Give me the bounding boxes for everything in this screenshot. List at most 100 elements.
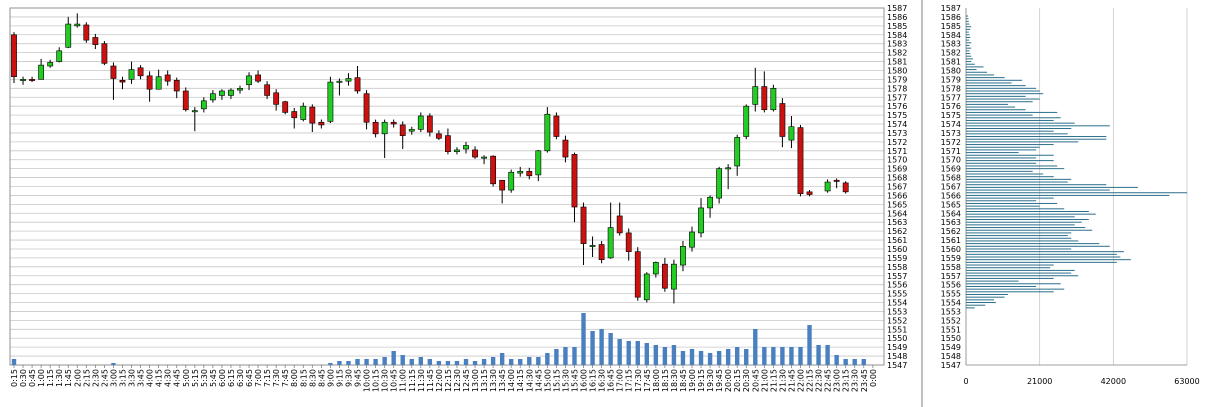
- time-tick-label: 0:15: [10, 369, 19, 387]
- time-tick-label: 21:45: [787, 369, 796, 392]
- candle-body: [580, 206, 587, 244]
- profile-bar: [966, 90, 1040, 92]
- profile-price-tick-label: 1576: [941, 102, 961, 111]
- candle-body: [11, 34, 17, 78]
- price-tick-label: 1558: [887, 263, 907, 272]
- volume-bar: [499, 353, 505, 365]
- volume-bar: [454, 361, 460, 365]
- profile-bar: [966, 275, 1079, 277]
- price-tick-label: 1571: [887, 147, 907, 156]
- profile-bar: [966, 269, 1075, 271]
- candle-body: [155, 76, 162, 90]
- time-tick-label: 12:15: [444, 369, 453, 392]
- time-tick-label: 23:15: [842, 369, 851, 392]
- time-tick-label: 8:30: [308, 369, 317, 387]
- volume-bar: [698, 351, 704, 365]
- profile-price-tick-label: 1585: [941, 22, 961, 31]
- profile-bar: [966, 87, 1037, 89]
- time-tick-label: 20:30: [742, 369, 751, 392]
- profile-price-tick-label: 1580: [941, 66, 961, 75]
- volume-bar: [689, 349, 695, 365]
- candle-body: [824, 181, 831, 192]
- time-tick-label: 17:30: [634, 369, 643, 392]
- time-axis: 0:15 0:30 0:45 1:00 1:15 1:30 1:45 2:00 2:15 2:30…: [10, 365, 878, 392]
- profile-bar: [966, 251, 1124, 253]
- profile-bar: [966, 173, 1044, 175]
- volume-bar: [527, 357, 532, 365]
- candle-body: [562, 139, 569, 158]
- profile-bar: [966, 20, 969, 22]
- time-tick-label: 21:30: [778, 369, 787, 392]
- time-tick-label: 11:00: [399, 369, 408, 392]
- time-tick-label: 1:30: [55, 369, 64, 387]
- time-tick-label: 17:45: [643, 369, 652, 392]
- profile-bar: [966, 101, 1033, 103]
- profile-bar: [966, 111, 1058, 113]
- profile-bar: [966, 267, 1051, 269]
- time-tick-label: 19:15: [697, 369, 706, 392]
- profile-price-tick-label: 1564: [941, 209, 961, 218]
- profile-bar: [966, 50, 970, 52]
- candle-body: [445, 135, 451, 152]
- candle-body: [119, 79, 126, 83]
- time-tick-label: 15:30: [561, 369, 570, 392]
- time-tick-label: 22:30: [815, 369, 824, 392]
- candle-body: [490, 155, 497, 185]
- time-tick-label: 22:15: [806, 369, 815, 392]
- time-tick-label: 23:30: [851, 369, 860, 392]
- profile-x-tick-label: 63000: [1174, 377, 1199, 386]
- time-tick-label: 0:30: [19, 369, 28, 387]
- candle-body: [92, 37, 99, 45]
- price-tick-label: 1567: [887, 183, 907, 192]
- profile-bar: [966, 307, 975, 309]
- volume-bar: [798, 347, 803, 365]
- profile-bar: [966, 136, 1107, 138]
- candle-body: [770, 88, 777, 111]
- volume-bar: [400, 355, 405, 365]
- volume-bar: [608, 333, 613, 365]
- profile-bar: [966, 69, 977, 71]
- volume-bar: [572, 347, 577, 365]
- volume-bar: [644, 343, 649, 365]
- profile-price-tick-label: 1559: [941, 254, 961, 263]
- profile-bar: [966, 44, 970, 46]
- profile-price-tick-label: 1581: [941, 58, 961, 67]
- profile-price-tick-label: 1584: [941, 31, 961, 40]
- candle-body: [589, 245, 596, 247]
- candle-body: [164, 74, 171, 82]
- profile-bar: [966, 114, 1033, 116]
- volume-bar: [581, 313, 586, 365]
- profile-bar: [966, 189, 1110, 191]
- profile-bar: [966, 85, 1026, 87]
- profile-bar: [966, 66, 984, 68]
- volume-bar: [563, 347, 568, 365]
- price-tick-label: 1557: [887, 272, 907, 281]
- price-tick-label: 1548: [887, 352, 907, 361]
- profile-bar: [966, 293, 1009, 295]
- candle-body: [544, 113, 551, 152]
- volume-bar: [816, 345, 821, 365]
- time-tick-label: 22:00: [796, 369, 805, 392]
- candle-body: [327, 81, 334, 122]
- time-tick-label: 17:00: [616, 369, 625, 392]
- profile-bar: [966, 248, 1072, 250]
- price-tick-label: 1553: [887, 307, 907, 316]
- candle-body: [716, 168, 723, 199]
- candle-body: [743, 105, 750, 137]
- volume-bar: [445, 361, 451, 365]
- profile-bar: [966, 127, 1072, 129]
- price-tick-label: 1585: [887, 22, 907, 31]
- profile-bar: [966, 93, 1044, 95]
- candle-body: [707, 196, 713, 209]
- candle-body: [146, 75, 153, 90]
- candle-body: [752, 86, 759, 105]
- candle-body: [417, 115, 424, 130]
- volume-bar: [599, 329, 604, 365]
- time-tick-label: 16:00: [580, 369, 589, 392]
- candle-body: [354, 77, 361, 92]
- time-tick-label: 16:30: [598, 369, 607, 392]
- candle-body: [616, 215, 623, 234]
- time-tick-label: 4:30: [164, 369, 173, 387]
- profile-price-tick-label: 1586: [941, 13, 961, 22]
